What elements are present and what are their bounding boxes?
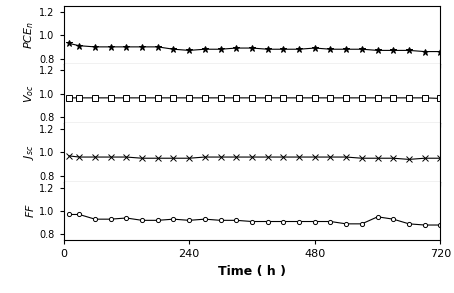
Y-axis label: $V_{oc}$: $V_{oc}$ [23,84,36,103]
Y-axis label: $J_{sc}$: $J_{sc}$ [22,145,36,160]
Y-axis label: PCE$_n$: PCE$_n$ [23,21,36,49]
Y-axis label: $FF$: $FF$ [25,204,36,218]
X-axis label: Time ( h ): Time ( h ) [218,265,286,278]
